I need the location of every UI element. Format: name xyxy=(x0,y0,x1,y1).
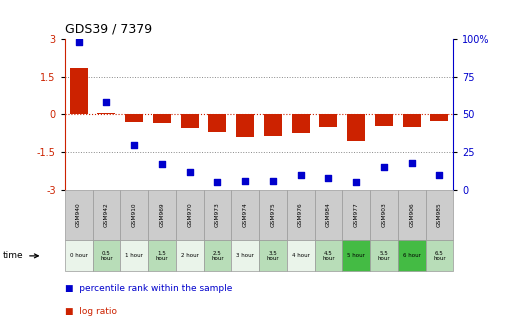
Point xyxy=(213,180,222,185)
Text: 6 hour: 6 hour xyxy=(402,253,421,258)
Text: GSM970: GSM970 xyxy=(187,203,192,227)
Text: 2.5
hour: 2.5 hour xyxy=(211,251,224,261)
Text: GSM940: GSM940 xyxy=(76,203,81,227)
Text: GSM975: GSM975 xyxy=(270,203,276,227)
Text: ■  percentile rank within the sample: ■ percentile rank within the sample xyxy=(65,284,232,294)
Text: 2 hour: 2 hour xyxy=(181,253,198,258)
Text: 5.5
hour: 5.5 hour xyxy=(378,251,390,261)
Bar xyxy=(375,114,393,126)
Text: 0 hour: 0 hour xyxy=(70,253,88,258)
Text: 3 hour: 3 hour xyxy=(236,253,254,258)
Point xyxy=(241,178,249,183)
Text: GSM903: GSM903 xyxy=(381,203,386,227)
Text: 1 hour: 1 hour xyxy=(125,253,143,258)
Text: 5 hour: 5 hour xyxy=(347,253,365,258)
Text: 6.5
hour: 6.5 hour xyxy=(433,251,445,261)
Text: GSM977: GSM977 xyxy=(354,203,358,227)
Point xyxy=(324,175,333,180)
Bar xyxy=(236,114,254,137)
Bar xyxy=(264,114,282,136)
Text: ■  log ratio: ■ log ratio xyxy=(65,307,117,317)
Bar xyxy=(208,114,226,132)
Point xyxy=(269,178,277,183)
Text: 3.5
hour: 3.5 hour xyxy=(267,251,279,261)
Point xyxy=(130,142,138,147)
Bar xyxy=(320,114,337,127)
Text: GSM976: GSM976 xyxy=(298,203,303,227)
Text: 4 hour: 4 hour xyxy=(292,253,310,258)
Bar xyxy=(292,114,310,133)
Text: GSM942: GSM942 xyxy=(104,203,109,227)
Bar xyxy=(125,114,143,122)
Bar xyxy=(402,114,421,127)
Text: time: time xyxy=(3,251,23,260)
Point xyxy=(157,162,166,167)
Point xyxy=(185,169,194,174)
Bar xyxy=(153,114,171,123)
Point xyxy=(408,160,416,165)
Text: 1.5
hour: 1.5 hour xyxy=(155,251,168,261)
Text: GSM985: GSM985 xyxy=(437,203,442,227)
Text: GSM973: GSM973 xyxy=(215,203,220,227)
Text: GSM974: GSM974 xyxy=(242,203,248,227)
Point xyxy=(380,164,388,170)
Point xyxy=(102,100,110,105)
Text: GSM984: GSM984 xyxy=(326,203,331,227)
Text: 0.5
hour: 0.5 hour xyxy=(100,251,113,261)
Text: GSM910: GSM910 xyxy=(132,203,137,227)
Bar xyxy=(347,114,365,141)
Point xyxy=(75,40,83,45)
Point xyxy=(435,172,443,177)
Text: 4.5
hour: 4.5 hour xyxy=(322,251,335,261)
Text: GSM969: GSM969 xyxy=(160,203,164,227)
Point xyxy=(296,172,305,177)
Bar xyxy=(69,68,88,114)
Text: GDS39 / 7379: GDS39 / 7379 xyxy=(65,23,152,36)
Point xyxy=(352,180,361,185)
Text: GSM906: GSM906 xyxy=(409,203,414,227)
Bar xyxy=(97,113,116,114)
Bar xyxy=(430,114,449,121)
Bar xyxy=(181,114,198,128)
